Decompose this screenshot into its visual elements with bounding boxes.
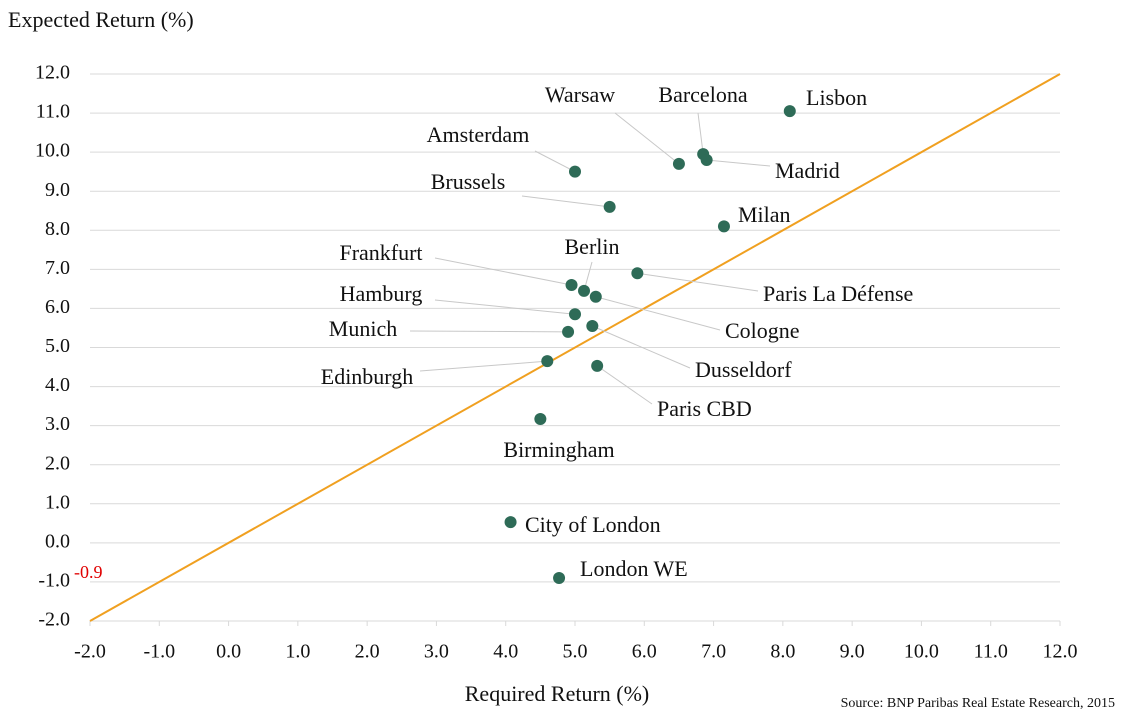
point-label: City of London (525, 512, 661, 537)
y-tick-label: 6.0 (45, 296, 70, 318)
y-axis-title: Expected Return (%) (8, 7, 194, 32)
point-label: Dusseldorf (695, 357, 792, 382)
leader-line (419, 360, 548, 372)
x-tick-label: 12.0 (1043, 641, 1078, 663)
point-label: Frankfurt (339, 240, 422, 265)
x-tick-label: 3.0 (424, 641, 449, 663)
y-tick-label: 0.0 (45, 530, 70, 552)
y-tick-label: 12.0 (35, 62, 70, 84)
leader-line (434, 299, 576, 315)
point (534, 413, 547, 426)
x-tick-label: -1.0 (143, 641, 175, 663)
x-tick-label: 2.0 (355, 641, 380, 663)
y-tick-label: 1.0 (45, 491, 70, 513)
y-tick-label: 3.0 (45, 413, 70, 435)
point (631, 267, 644, 280)
point-label: Amsterdam (427, 122, 530, 147)
x-tick-label: 7.0 (701, 641, 726, 663)
point (569, 308, 581, 321)
source: Source: BNP Paribas Real Estate Research… (841, 696, 1115, 711)
y-tick-label: 7.0 (45, 257, 70, 279)
point-label: Milan (738, 202, 791, 227)
leader-line (637, 272, 759, 292)
point (700, 153, 713, 166)
y-tick-label: 10.0 (35, 140, 70, 162)
leader-line (697, 112, 704, 155)
x-axis-title: Required Return (%) (465, 681, 650, 706)
point (586, 320, 599, 333)
point-label: Brussels (431, 169, 506, 194)
x-tick-label: 4.0 (493, 641, 518, 663)
point-label: Edinburgh (321, 364, 413, 389)
point (783, 105, 796, 118)
point-label: London WE (580, 556, 688, 581)
point (578, 284, 591, 297)
point-label: Lisbon (806, 85, 867, 110)
point (603, 200, 616, 213)
point (717, 220, 730, 233)
x-tick-label: -2.0 (74, 641, 106, 663)
leader-line (434, 257, 572, 286)
x-tick-label: 6.0 (632, 641, 657, 663)
y-tick-label: 8.0 (45, 218, 70, 240)
y-tick-label: 5.0 (45, 335, 70, 357)
point-label: Munich (329, 316, 397, 341)
point-label: Madrid (775, 158, 840, 183)
leader-line (614, 112, 680, 165)
y-tick-label: -2.0 (38, 609, 70, 631)
point (562, 325, 575, 338)
x-tick-label: 8.0 (770, 641, 795, 663)
x-tick-label: 1.0 (285, 641, 310, 663)
point (569, 165, 581, 178)
point-label: Paris La Défense (763, 281, 913, 306)
point-label: Warsaw (545, 82, 615, 107)
point (541, 355, 554, 368)
point (553, 572, 566, 585)
y-tick-label: 11.0 (36, 101, 70, 123)
leader-line (409, 330, 569, 333)
reference-line (89, 73, 1061, 622)
y-tick-label: 9.0 (45, 179, 70, 201)
leader-line (706, 159, 771, 167)
leader-line (595, 296, 721, 331)
leader-line (521, 195, 610, 208)
point (591, 359, 604, 372)
y-tick-label: -1.0 (38, 570, 70, 592)
x-tick-label: 5.0 (563, 641, 588, 663)
point (672, 157, 685, 170)
x-tick-label: 10.0 (904, 641, 939, 663)
leader-line (592, 325, 691, 369)
point-label: Hamburg (340, 281, 423, 306)
point-label: Berlin (565, 234, 620, 259)
x-tick-label: 9.0 (840, 641, 865, 663)
point-label: Birmingham (503, 437, 614, 462)
x-tick-label: 11.0 (974, 641, 1008, 663)
annotation: -0.9 (74, 562, 103, 582)
leader-line (596, 365, 653, 405)
y-tick-label: 2.0 (45, 452, 70, 474)
leader-line (534, 150, 576, 173)
point-label: Paris CBD (657, 396, 752, 421)
point (589, 290, 602, 303)
x-tick-label: 0.0 (216, 641, 241, 663)
point-label: Cologne (725, 318, 800, 343)
point-label: Barcelona (658, 82, 747, 107)
y-tick-label: 4.0 (45, 374, 70, 396)
point (504, 516, 517, 529)
point (565, 278, 578, 291)
